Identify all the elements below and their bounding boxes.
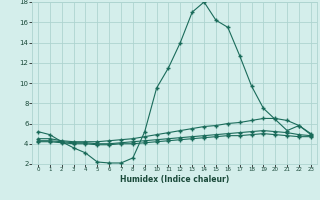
X-axis label: Humidex (Indice chaleur): Humidex (Indice chaleur) [120,175,229,184]
